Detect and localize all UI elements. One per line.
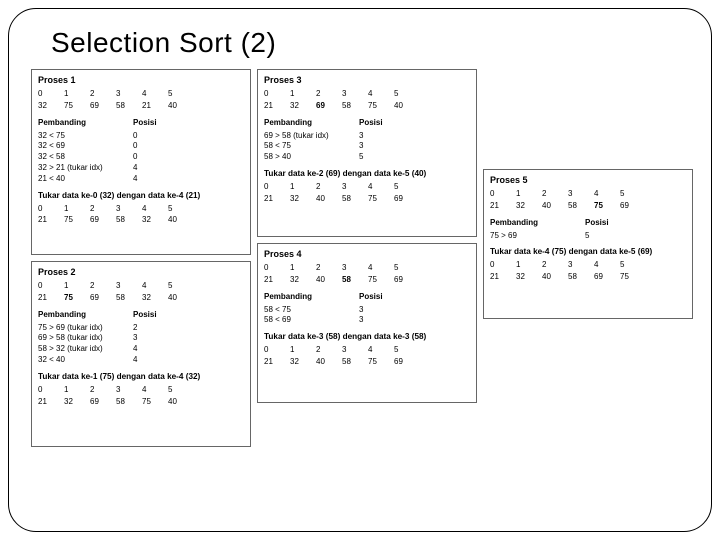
- compare-header: PembandingPosisi: [38, 310, 244, 321]
- compare-row: 21 < 404: [38, 174, 244, 185]
- value-row: 213269587540: [38, 397, 244, 408]
- value-row: 327569582140: [38, 101, 244, 112]
- swap-text: Tukar data ke-0 (32) dengan data ke-4 (2…: [38, 190, 244, 201]
- compare-row: 75 > 695: [490, 231, 686, 242]
- panel-title: Proses 2: [38, 266, 244, 278]
- index-row: 012345: [264, 182, 470, 193]
- compare-row: 69 > 58 (tukar idx)3: [38, 333, 244, 344]
- compare-header: PembandingPosisi: [490, 218, 686, 229]
- value-row: 217569583240: [38, 293, 244, 304]
- compare-row: 58 < 753: [264, 305, 470, 316]
- panel-proses-2: Proses 2 012345 217569583240 PembandingP…: [31, 261, 251, 447]
- compare-row: 58 > 32 (tukar idx)4: [38, 344, 244, 355]
- compare-header: PembandingPosisi: [264, 292, 470, 303]
- index-row: 012345: [264, 345, 470, 356]
- value-row: 213240587569: [490, 201, 686, 212]
- compare-row: 32 > 21 (tukar idx)4: [38, 163, 244, 174]
- panels-container: Proses 1 012345 327569582140 PembandingP…: [31, 69, 689, 509]
- value-row: 213240586975: [490, 272, 686, 283]
- panel-title: Proses 5: [490, 174, 686, 186]
- panel-proses-4: Proses 4 012345 213240587569 PembandingP…: [257, 243, 477, 403]
- panel-proses-3: Proses 3 012345 213269587540 PembandingP…: [257, 69, 477, 237]
- panel-title: Proses 4: [264, 248, 470, 260]
- compare-row: 69 > 58 (tukar idx)3: [264, 131, 470, 142]
- swap-text: Tukar data ke-2 (69) dengan data ke-5 (4…: [264, 168, 470, 179]
- swap-text: Tukar data ke-4 (75) dengan data ke-5 (6…: [490, 246, 686, 257]
- index-row: 012345: [490, 189, 686, 200]
- index-row: 012345: [38, 281, 244, 292]
- value-row: 213240587569: [264, 357, 470, 368]
- compare-header: PembandingPosisi: [264, 118, 470, 129]
- compare-row: 32 < 404: [38, 355, 244, 366]
- value-row: 217569583240: [38, 215, 244, 226]
- slide-frame: Selection Sort (2) Proses 1 012345 32756…: [8, 8, 712, 532]
- compare-row: 58 < 693: [264, 315, 470, 326]
- panel-proses-5: Proses 5 012345 213240587569 PembandingP…: [483, 169, 693, 319]
- index-row: 012345: [264, 89, 470, 100]
- index-row: 012345: [38, 204, 244, 215]
- swap-text: Tukar data ke-1 (75) dengan data ke-4 (3…: [38, 371, 244, 382]
- page-title: Selection Sort (2): [51, 27, 689, 59]
- index-row: 012345: [38, 385, 244, 396]
- index-row: 012345: [264, 263, 470, 274]
- value-row: 213269587540: [264, 101, 470, 112]
- compare-row: 32 < 690: [38, 141, 244, 152]
- panel-title: Proses 3: [264, 74, 470, 86]
- swap-text: Tukar data ke-3 (58) dengan data ke-3 (5…: [264, 331, 470, 342]
- compare-row: 58 > 405: [264, 152, 470, 163]
- value-row: 213240587569: [264, 275, 470, 286]
- compare-row: 32 < 580: [38, 152, 244, 163]
- compare-row: 58 < 753: [264, 141, 470, 152]
- index-row: 012345: [38, 89, 244, 100]
- value-row: 213240587569: [264, 194, 470, 205]
- compare-header: PembandingPosisi: [38, 118, 244, 129]
- compare-row: 32 < 750: [38, 131, 244, 142]
- panel-title: Proses 1: [38, 74, 244, 86]
- panel-proses-1: Proses 1 012345 327569582140 PembandingP…: [31, 69, 251, 255]
- compare-row: 75 > 69 (tukar idx)2: [38, 323, 244, 334]
- index-row: 012345: [490, 260, 686, 271]
